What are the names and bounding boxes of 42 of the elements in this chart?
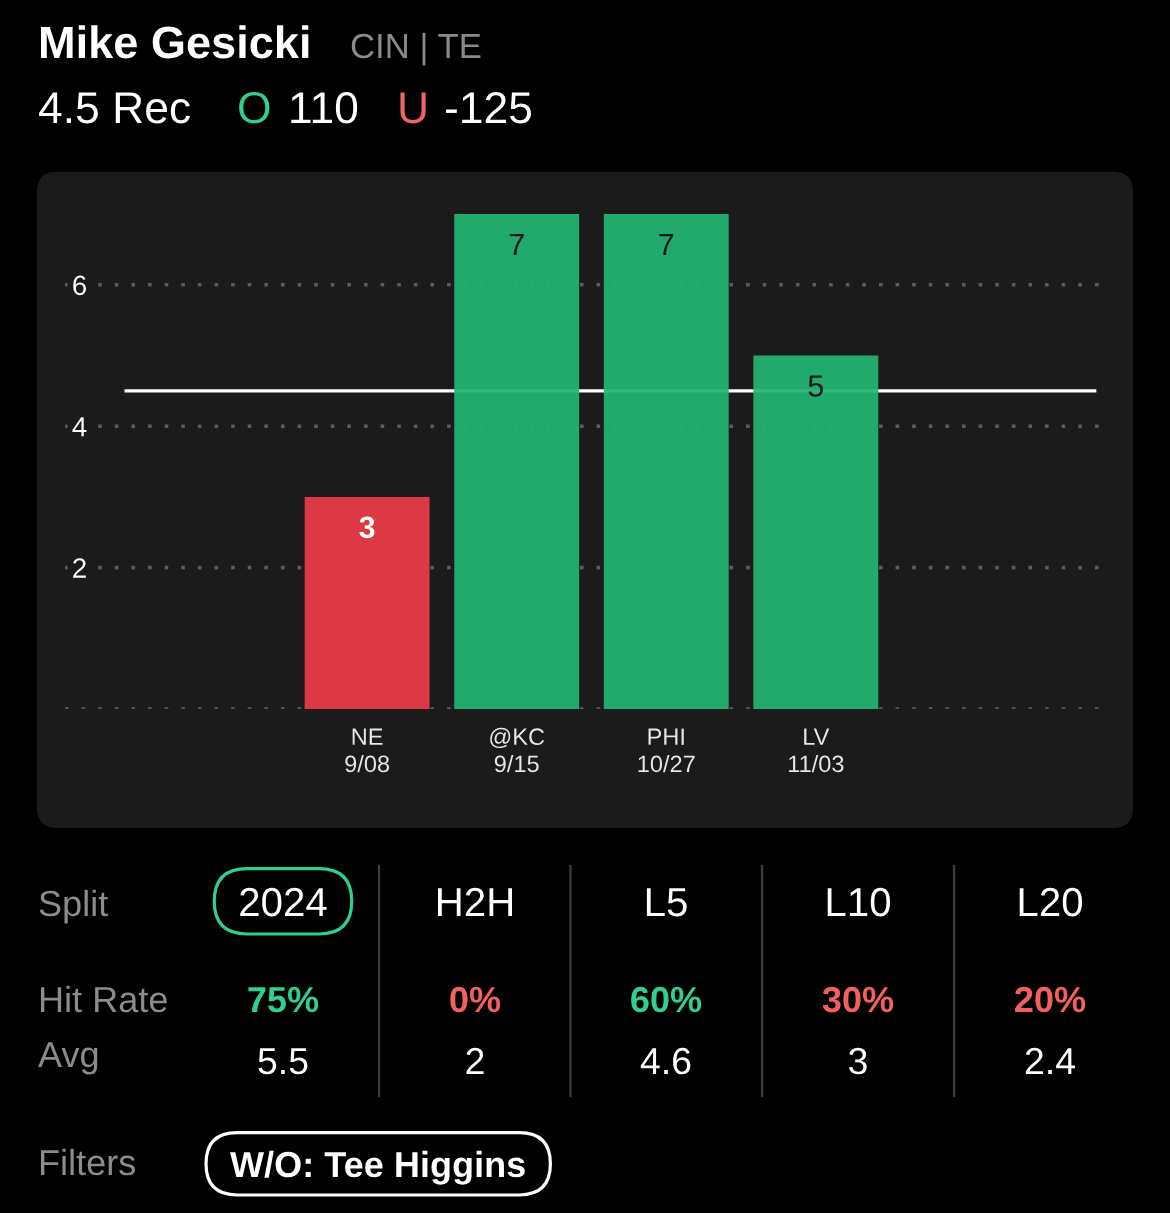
- text: U: [400, 92, 426, 124]
- data-label: 5: [808, 375, 824, 397]
- text: Filters: [40, 1148, 135, 1176]
- text: L5: [646, 888, 687, 917]
- text: H2H: [438, 887, 512, 916]
- text: W/O: Tee Higgins: [230, 1150, 525, 1185]
- data-label: 7: [659, 233, 674, 255]
- bar: [753, 355, 879, 709]
- text: 30%: [822, 986, 894, 1013]
- chart-subtitle: CIN | TE: [351, 32, 481, 66]
- x-tick-label: PHI 10/27: [638, 728, 695, 773]
- text: 2: [466, 1047, 484, 1074]
- text: 75%: [248, 986, 319, 1013]
- y-tick-label: 2: [73, 558, 86, 578]
- chart-title: Mike Gesicki: [41, 25, 309, 59]
- y-tick-label: 6: [73, 275, 86, 296]
- text: Split: [39, 889, 108, 924]
- text: L10: [827, 887, 891, 917]
- text: 2.4: [1025, 1047, 1075, 1074]
- text: Avg: [38, 1042, 98, 1075]
- x-tick-label: LV 11/03: [788, 728, 844, 773]
- text: L20: [1019, 887, 1083, 917]
- text: O: [239, 91, 270, 124]
- bar: [603, 214, 729, 709]
- text: 60%: [631, 986, 702, 1013]
- text: 4.5 Rec: [39, 92, 190, 124]
- bar: [304, 496, 430, 709]
- text: 5.5: [258, 1048, 308, 1075]
- data-label: 3: [359, 516, 375, 539]
- text: 0%: [450, 986, 501, 1013]
- x-tick-label: NE 9/08: [345, 728, 390, 773]
- y-tick-label: 4: [72, 417, 87, 437]
- text: 3: [849, 1047, 867, 1075]
- text: 110: [291, 91, 358, 124]
- text: -125: [445, 91, 532, 124]
- text: 4.6: [640, 1047, 691, 1075]
- bar: [454, 214, 580, 709]
- x-tick-label: @KC 9/15: [490, 727, 545, 773]
- data-label: 7: [509, 233, 524, 255]
- text: 2024: [240, 887, 327, 917]
- text: 20%: [1015, 986, 1086, 1013]
- text: Hit Rate: [40, 985, 167, 1013]
